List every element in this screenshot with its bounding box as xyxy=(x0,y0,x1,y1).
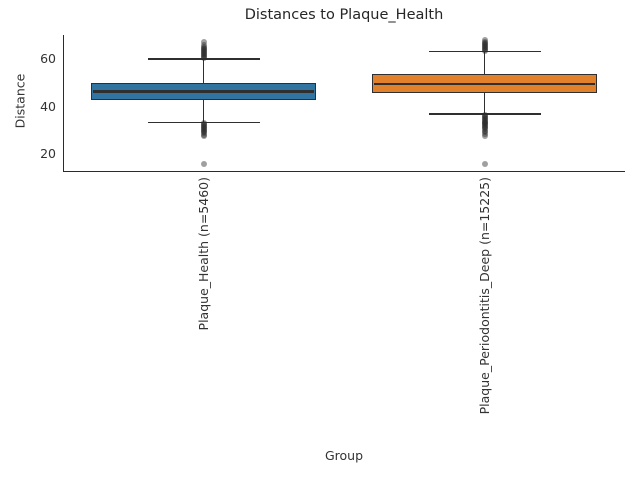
x-axis-label: Group xyxy=(324,448,364,463)
outlier-dot xyxy=(200,127,207,134)
outlier-dot xyxy=(481,39,488,46)
outlier-dot xyxy=(200,48,207,55)
outlier-dot xyxy=(481,38,488,45)
outlier-dot xyxy=(200,121,207,128)
lower-whisker xyxy=(202,100,205,123)
outlier-dot xyxy=(200,43,207,50)
y-tick-label: 20 xyxy=(40,146,56,162)
outlier-dot xyxy=(481,111,488,118)
outlier-dot xyxy=(481,121,488,128)
outlier-dot xyxy=(481,125,488,132)
upper-whisker xyxy=(483,51,486,75)
outlier-dot xyxy=(481,41,488,47)
outlier-dot xyxy=(481,114,488,121)
outlier-dot xyxy=(200,51,207,58)
outlier-dot xyxy=(481,130,488,137)
outlier-dot xyxy=(200,38,207,45)
outlier-dot xyxy=(200,133,207,140)
outlier-dot xyxy=(200,42,207,49)
outlier-dot xyxy=(200,123,207,130)
outlier-dot xyxy=(481,123,488,130)
outlier-dot xyxy=(200,45,207,52)
outlier-dot xyxy=(481,45,488,52)
outlier-dot xyxy=(200,47,207,54)
outlier-dot xyxy=(200,161,207,168)
x-tick-label: Plaque_Periodontitis_Deep (n=15225) xyxy=(476,177,492,415)
outlier-dot xyxy=(481,124,488,131)
outlier-dot xyxy=(481,129,488,136)
y-axis-spine xyxy=(63,35,65,171)
outlier-dot xyxy=(200,53,207,60)
outlier-dot xyxy=(481,126,488,133)
outlier-dot xyxy=(481,37,488,44)
outlier-dot xyxy=(481,116,488,123)
outlier-dot xyxy=(200,46,207,53)
median-line xyxy=(373,83,596,86)
lower-whisker-cap xyxy=(147,121,260,124)
outlier-dot xyxy=(200,131,207,138)
lower-whisker-cap xyxy=(428,113,541,115)
outlier-dot xyxy=(481,118,488,125)
outlier-dot xyxy=(200,54,207,61)
outlier-dot xyxy=(481,117,488,124)
outlier-dot xyxy=(481,127,488,134)
outlier-dot xyxy=(481,112,488,119)
outlier-dot xyxy=(481,47,488,54)
outlier-dot xyxy=(200,50,207,57)
y-tick-label: 40 xyxy=(40,98,56,114)
upper-whisker-cap xyxy=(428,50,541,53)
outlier-dot xyxy=(200,124,207,131)
x-axis-spine xyxy=(63,170,625,173)
outlier-dot xyxy=(481,119,488,126)
outlier-dot xyxy=(481,122,488,129)
outlier-dot xyxy=(481,120,488,127)
outlier-dot xyxy=(481,115,488,122)
outlier-dot xyxy=(200,50,207,57)
outlier-dot xyxy=(481,42,488,49)
median-line xyxy=(92,90,315,93)
outlier-dot xyxy=(481,43,488,50)
outlier-dot xyxy=(481,161,488,168)
upper-whisker-cap xyxy=(147,58,260,60)
outlier-dot xyxy=(481,41,488,48)
outlier-dot xyxy=(200,129,207,136)
upper-whisker xyxy=(202,58,205,83)
outlier-dot xyxy=(481,113,488,120)
outlier-dot xyxy=(200,130,207,137)
outlier-dot xyxy=(200,124,207,131)
outlier-dot xyxy=(481,46,488,53)
outlier-dot xyxy=(200,126,207,133)
outlier-dot xyxy=(481,132,488,139)
outlier-dot xyxy=(200,49,207,56)
lower-whisker xyxy=(483,93,486,114)
y-tick-label: 60 xyxy=(40,51,56,67)
outlier-dot xyxy=(200,52,207,59)
outlier-dot xyxy=(200,122,207,129)
outlier-dot xyxy=(481,44,488,51)
outlier-dot xyxy=(200,125,207,132)
outlier-dot xyxy=(200,120,207,127)
y-axis-label: Distance xyxy=(12,73,28,129)
x-tick-label: Plaque_Health (n=5460) xyxy=(195,177,211,331)
chart-title: Distances to Plaque_Health xyxy=(244,7,444,23)
